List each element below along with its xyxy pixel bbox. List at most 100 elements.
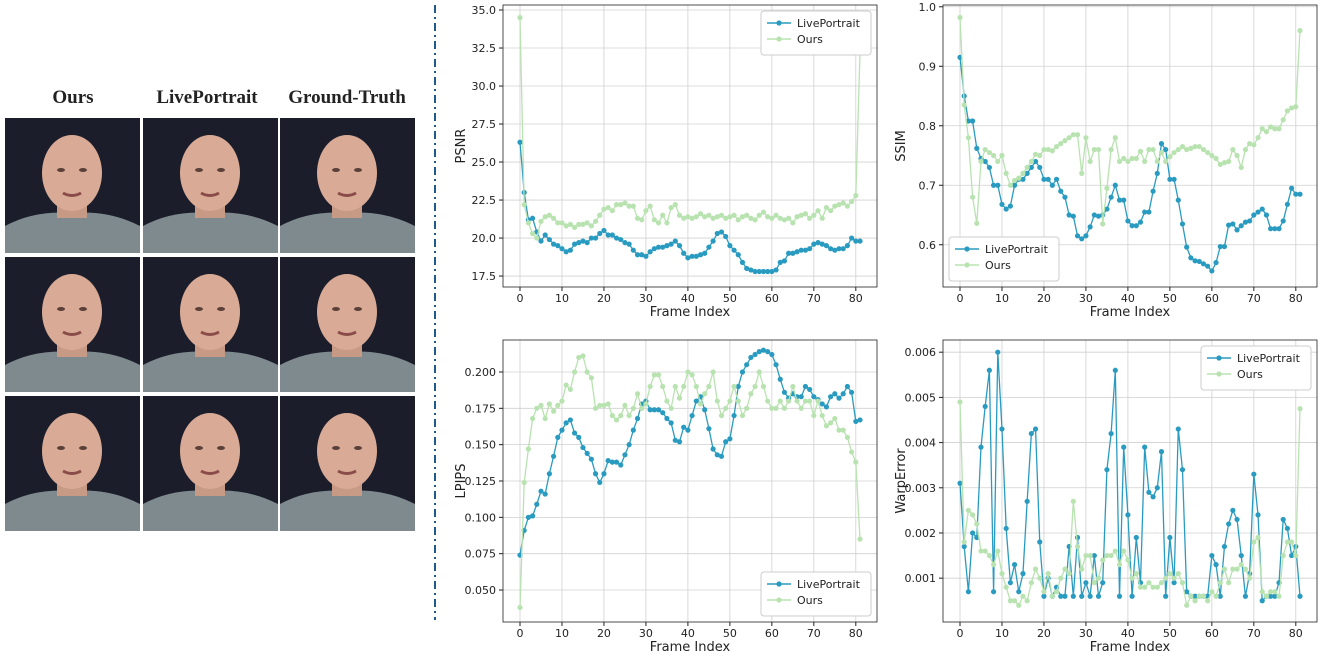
data-point [538,238,544,244]
y-tick-label: 25.0 [472,156,497,169]
data-point [597,230,603,237]
data-point [1070,593,1076,599]
data-point [1091,146,1097,153]
data-point [982,158,988,165]
data-point [1108,194,1114,200]
data-point [765,214,771,220]
legend-label: Ours [797,594,823,607]
x-tick-label: 40 [681,627,695,640]
data-point [1037,164,1043,171]
data-point [760,268,767,275]
data-point [723,233,729,240]
data-point [1213,562,1219,568]
data-point [1200,261,1207,267]
data-point [1125,158,1131,165]
data-point [969,512,976,518]
data-point [626,442,632,448]
data-point [1133,155,1139,162]
data-point [802,398,809,404]
legend-box [948,236,1060,282]
legend: LivePortrait Ours [1200,345,1312,391]
legend-label: LivePortrait [985,243,1049,256]
y-tick-label: 0.200 [465,366,497,379]
data-point [546,212,552,218]
data-point [542,232,548,238]
data-point [832,203,838,209]
y-tick-label: 22.5 [472,194,497,207]
data-point [622,200,628,206]
data-point [647,249,653,255]
data-point [1226,158,1232,165]
data-point [1129,223,1135,229]
data-point [832,415,838,422]
legend-label: Ours [985,259,1011,272]
data-point [714,452,720,458]
data-point [777,215,783,221]
data-point [550,408,557,414]
data-point [1255,512,1261,518]
data-point [1167,154,1173,160]
data-point [1268,124,1274,130]
data-point [571,430,578,436]
data-point [622,402,628,409]
data-point [1003,525,1009,532]
data-point [1091,212,1097,218]
data-point [517,604,523,611]
legend-marker [776,581,782,587]
data-point [618,412,624,419]
data-point [739,259,746,265]
data-point [811,241,817,247]
data-point [1024,164,1030,171]
data-point [605,458,611,464]
x-tick-label: 60 [765,292,779,305]
data-point [815,398,821,404]
data-point [685,369,691,375]
data-point [1272,126,1278,132]
data-point [823,423,830,429]
data-point [1074,132,1081,138]
data-point [714,398,720,404]
data-point [634,415,641,422]
data-point [718,412,725,419]
data-point [693,383,699,390]
data-point [1184,146,1190,153]
data-point [693,253,699,259]
data-point [580,238,586,244]
data-point [819,412,825,419]
data-point [643,253,649,259]
data-point [982,548,988,554]
data-point [1251,539,1257,545]
data-point [534,501,540,507]
x-axis-label: Frame Index [650,305,731,320]
data-point [744,212,750,218]
data-point [550,453,557,459]
data-point [714,214,720,220]
data-point [1242,566,1249,572]
data-point [571,369,578,375]
line-chart: 0 10 20 30 40 50 60 70 80 0.6 0.7 0.8 0.9 1.0 Frame In… [894,1,1318,320]
data-point [647,383,653,390]
legend-label: LivePortrait [1237,352,1301,365]
data-point [752,268,758,275]
data-point [563,223,569,229]
data-point [961,102,967,108]
data-point [756,349,762,355]
data-point [853,459,859,465]
data-point [626,412,632,419]
x-tick-label: 40 [681,292,695,305]
data-point [555,434,561,440]
data-point [832,247,838,253]
x-tick-label: 20 [1037,627,1051,640]
x-tick-label: 40 [1121,627,1135,640]
data-point [685,214,691,220]
data-point [1133,534,1139,541]
data-point [849,198,855,205]
data-point [1049,148,1055,154]
data-point [1024,170,1030,176]
data-point [1280,218,1286,224]
data-point [718,212,725,218]
x-tick-label: 0 [957,292,964,305]
data-point [786,398,792,404]
data-point [1058,575,1064,581]
data-point [529,513,536,519]
